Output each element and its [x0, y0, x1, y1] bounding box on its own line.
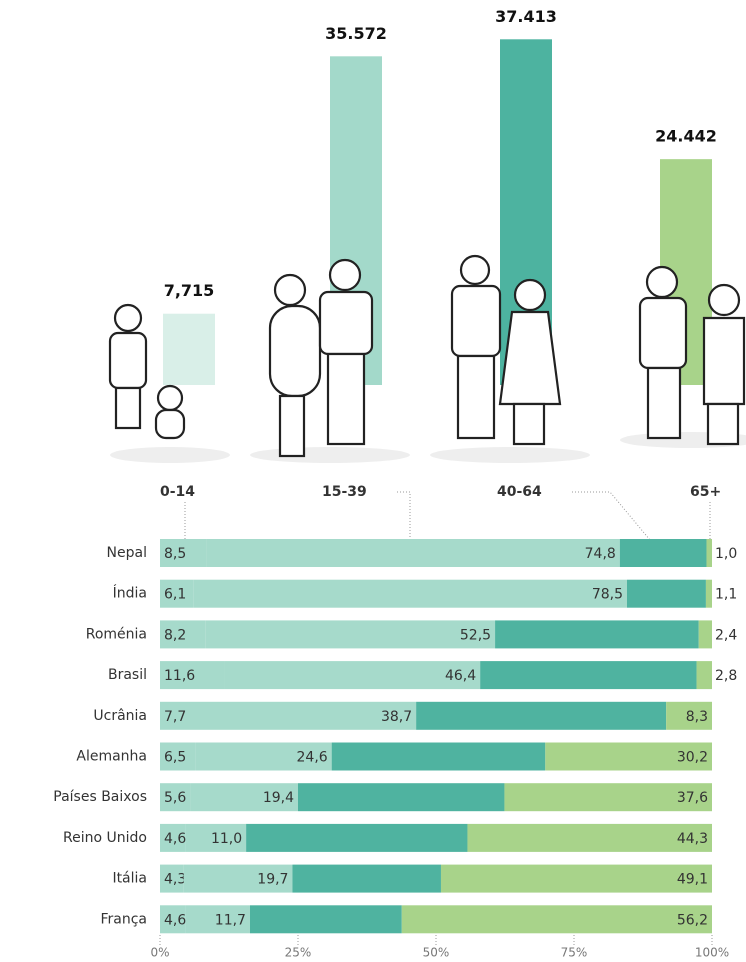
bar-segment [467, 823, 712, 852]
bar-segment [696, 661, 712, 690]
value-label: 1,1 [715, 587, 737, 603]
value-label: 7,715 [164, 281, 215, 300]
bar-segment [160, 539, 207, 567]
bar-segment [416, 701, 667, 730]
bar-segment [195, 742, 332, 771]
bar-segment [480, 661, 697, 690]
age-label: 40-64 [497, 484, 542, 500]
bar-segment [440, 864, 712, 893]
value-label: 19,7 [257, 872, 288, 888]
value-label: 38,7 [381, 709, 412, 725]
value-label: 8,2 [164, 627, 186, 643]
bar-segment [706, 539, 712, 567]
value-label: 49,1 [677, 872, 708, 888]
value-label: 56,2 [677, 912, 708, 928]
age-label: 65+ [690, 484, 721, 500]
category-label: Alemanha [76, 749, 147, 765]
x-tick-label: 100% [695, 946, 729, 960]
bar-segment [202, 701, 417, 730]
value-label: 6,1 [164, 587, 186, 603]
value-label: 24,6 [297, 750, 328, 766]
value-label: 7,7 [164, 709, 186, 725]
bar-segment [160, 701, 203, 730]
bar-segment [160, 905, 186, 934]
value-label: 1,0 [715, 546, 737, 562]
category-label: Roménia [86, 626, 147, 642]
bar-segment [160, 661, 225, 690]
x-tick-label: 50% [423, 946, 450, 960]
category-label: Reino Unido [63, 830, 147, 846]
bar-segment [619, 539, 707, 567]
bar-segment [626, 579, 706, 608]
x-tick-label: 75% [561, 946, 588, 960]
bar-segment [224, 661, 481, 690]
bar-segment [292, 864, 441, 893]
value-label: 24.442 [655, 127, 717, 146]
value-label: 5,6 [164, 790, 186, 806]
value-label: 44,3 [677, 831, 708, 847]
value-label: 11,7 [215, 912, 246, 928]
bar-segment [160, 620, 206, 649]
value-label: 2,8 [715, 668, 737, 684]
value-label: 4,6 [164, 831, 186, 847]
category-label: Índia [113, 585, 147, 602]
bar-segment [504, 783, 712, 812]
age-label: 15-39 [322, 484, 367, 500]
bar-segment [705, 579, 712, 608]
age-label: 0-14 [160, 484, 195, 500]
bar-segment [298, 783, 505, 812]
bar-segment [249, 905, 402, 934]
bar-segment [495, 620, 699, 649]
bar-segment [193, 579, 627, 608]
bar [163, 313, 215, 385]
bar-segment [206, 539, 620, 567]
bar-segment [666, 701, 712, 730]
bar-segment [545, 742, 712, 771]
value-label: 8,3 [686, 709, 708, 725]
value-label: 2,4 [715, 627, 737, 643]
value-label: 52,5 [460, 627, 491, 643]
x-tick-label: 0% [150, 946, 169, 960]
bar-segment [160, 783, 191, 812]
bar-segment [331, 742, 546, 771]
value-label: 11,0 [211, 831, 242, 847]
bar-segment [185, 905, 250, 934]
bar-segment [160, 864, 184, 893]
bar-segment [205, 620, 496, 649]
people [108, 254, 746, 458]
value-label: 11,6 [164, 668, 195, 684]
bar-segment [246, 823, 468, 852]
value-label: 37.413 [495, 7, 557, 26]
value-label: 37,6 [677, 790, 708, 806]
bar-segment [160, 742, 196, 771]
value-label: 4,6 [164, 912, 186, 928]
bar-segment [160, 579, 194, 608]
leader-lines [184, 491, 711, 541]
category-label: Itália [112, 871, 147, 887]
bar-segment [183, 864, 293, 893]
category-label: Ucrânia [93, 708, 147, 724]
value-label: 46,4 [445, 668, 476, 684]
value-label: 4,3 [164, 872, 186, 888]
value-label: 8,5 [164, 546, 186, 562]
value-label: 6,5 [164, 750, 186, 766]
bar-segment [401, 905, 712, 934]
x-tick-label: 25% [285, 946, 312, 960]
category-label: Brasil [108, 667, 147, 683]
category-label: Países Baixos [53, 789, 147, 805]
value-label: 19,4 [263, 790, 294, 806]
category-label: Nepal [107, 545, 147, 561]
value-label: 78,5 [592, 587, 623, 603]
bar-segment [160, 823, 186, 852]
bar-segment [190, 783, 298, 812]
category-label: França [100, 911, 147, 927]
bar-segment [698, 620, 712, 649]
value-label: 30,2 [677, 750, 708, 766]
value-label: 35.572 [325, 24, 387, 43]
bar-segment [185, 823, 247, 852]
value-label: 74,8 [585, 546, 616, 562]
